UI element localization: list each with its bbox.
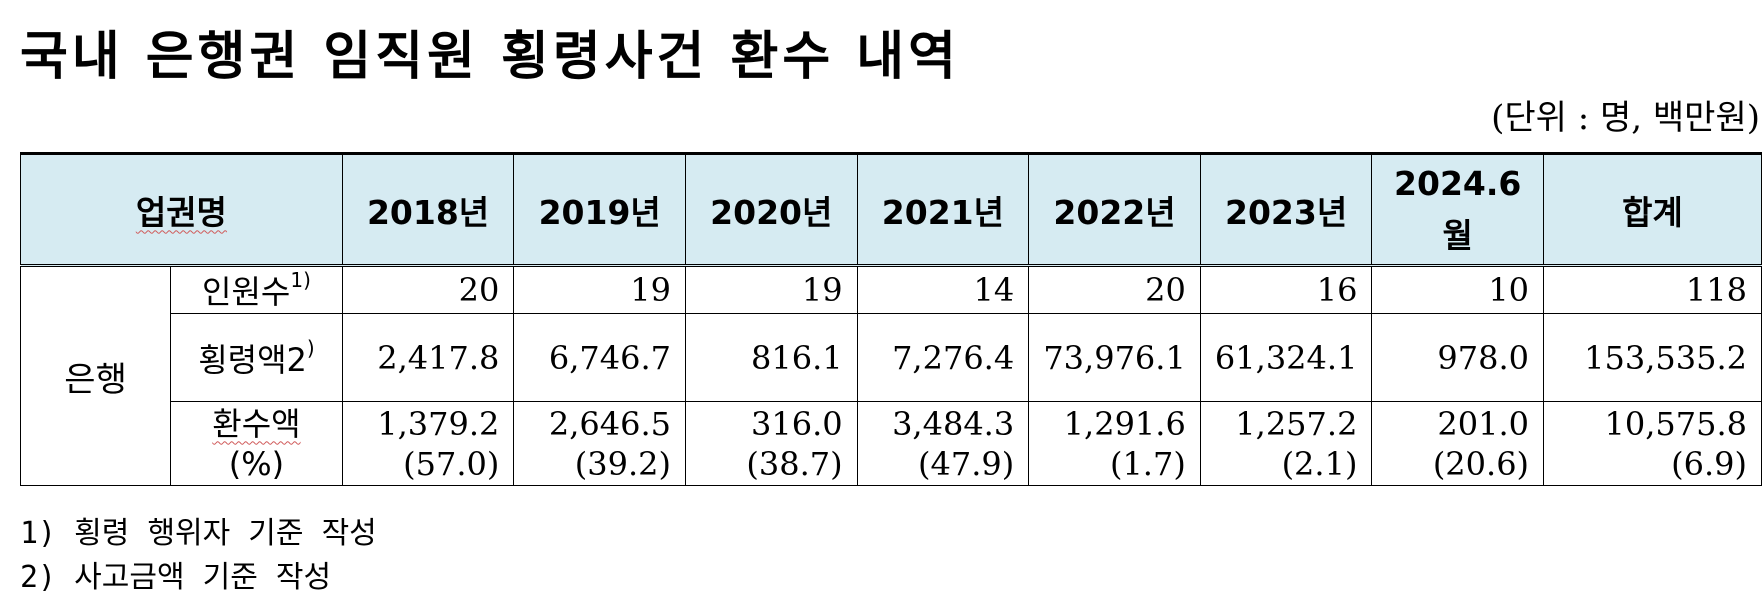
cell: 19: [513, 265, 686, 314]
table-row-recovered: 환수액 (%) 1,379.2 (57.0) 2,646.5 (39.2) 316.0…: [21, 401, 1762, 486]
row-label-embezzled: 횡령액2): [170, 313, 343, 402]
cell: 20: [1028, 265, 1201, 314]
table-row-embezzled: 횡령액2) 2,417.8 6,746.7 816.1 7,276.4 73,9…: [21, 313, 1762, 402]
cell: 20: [341, 265, 515, 314]
cell: 14: [856, 265, 1030, 314]
row-label-recovered: 환수액 (%): [170, 401, 343, 486]
cell: 2,417.8: [341, 313, 515, 402]
cell: 10: [1371, 265, 1545, 314]
cell: 3,484.3 (47.9): [856, 401, 1030, 486]
header-row: 업권명 2018년 2019년 2020년 2021년 2022년 2023년 …: [20, 152, 1762, 267]
header-2023: 2023년: [1199, 152, 1373, 267]
cell: 153,535.2: [1543, 313, 1762, 402]
cell: 316.0 (38.7): [684, 401, 858, 486]
cell: 1,291.6 (1.7): [1028, 401, 1201, 486]
header-2018: 2018년: [341, 152, 515, 267]
unit-label: (단위 : 명, 백만원): [1491, 98, 1760, 138]
embezzlement-table: 업권명 2018년 2019년 2020년 2021년 2022년 2023년 …: [19, 152, 1762, 486]
cell: 978.0: [1371, 313, 1545, 402]
header-2019: 2019년: [513, 152, 686, 267]
header-total: 합계: [1543, 152, 1762, 267]
cell: 816.1: [684, 313, 858, 402]
footnotes: 1) 횡령 행위자 기준 작성 2) 사고금액 기준 작성: [20, 512, 377, 600]
header-2022: 2022년: [1028, 152, 1201, 267]
header-sector: 업권명: [20, 152, 343, 267]
page-title: 국내 은행권 임직원 횡령사건 환수 내역: [20, 27, 960, 87]
cell: 7,276.4: [856, 313, 1030, 402]
cell: 2,646.5 (39.2): [513, 401, 686, 486]
row-label-people: 인원수1): [170, 265, 343, 314]
footnote-2: 2) 사고금액 기준 작성: [20, 560, 332, 595]
cell: 118: [1543, 265, 1762, 314]
cell: 19: [684, 265, 858, 314]
cell: 73,976.1: [1028, 313, 1201, 402]
header-2020: 2020년: [684, 152, 858, 267]
cell: 1,379.2 (57.0): [341, 401, 515, 486]
cell: 16: [1199, 265, 1373, 314]
group-label-bank: 은행: [19, 265, 172, 486]
cell: 1,257.2 (2.1): [1199, 401, 1373, 486]
cell: 10,575.8 (6.9): [1543, 401, 1762, 486]
cell: 61,324.1: [1199, 313, 1373, 402]
header-2021: 2021년: [856, 152, 1030, 267]
cell: 6,746.7: [513, 313, 686, 402]
cell: 201.0 (20.6): [1371, 401, 1545, 486]
table-row-people: 은행 인원수1) 20 19 19 14 20 16 10 118: [19, 265, 1762, 486]
header-2024-june: 2024.6 월: [1371, 152, 1545, 267]
footnote-1: 1) 횡령 행위자 기준 작성: [20, 516, 377, 551]
